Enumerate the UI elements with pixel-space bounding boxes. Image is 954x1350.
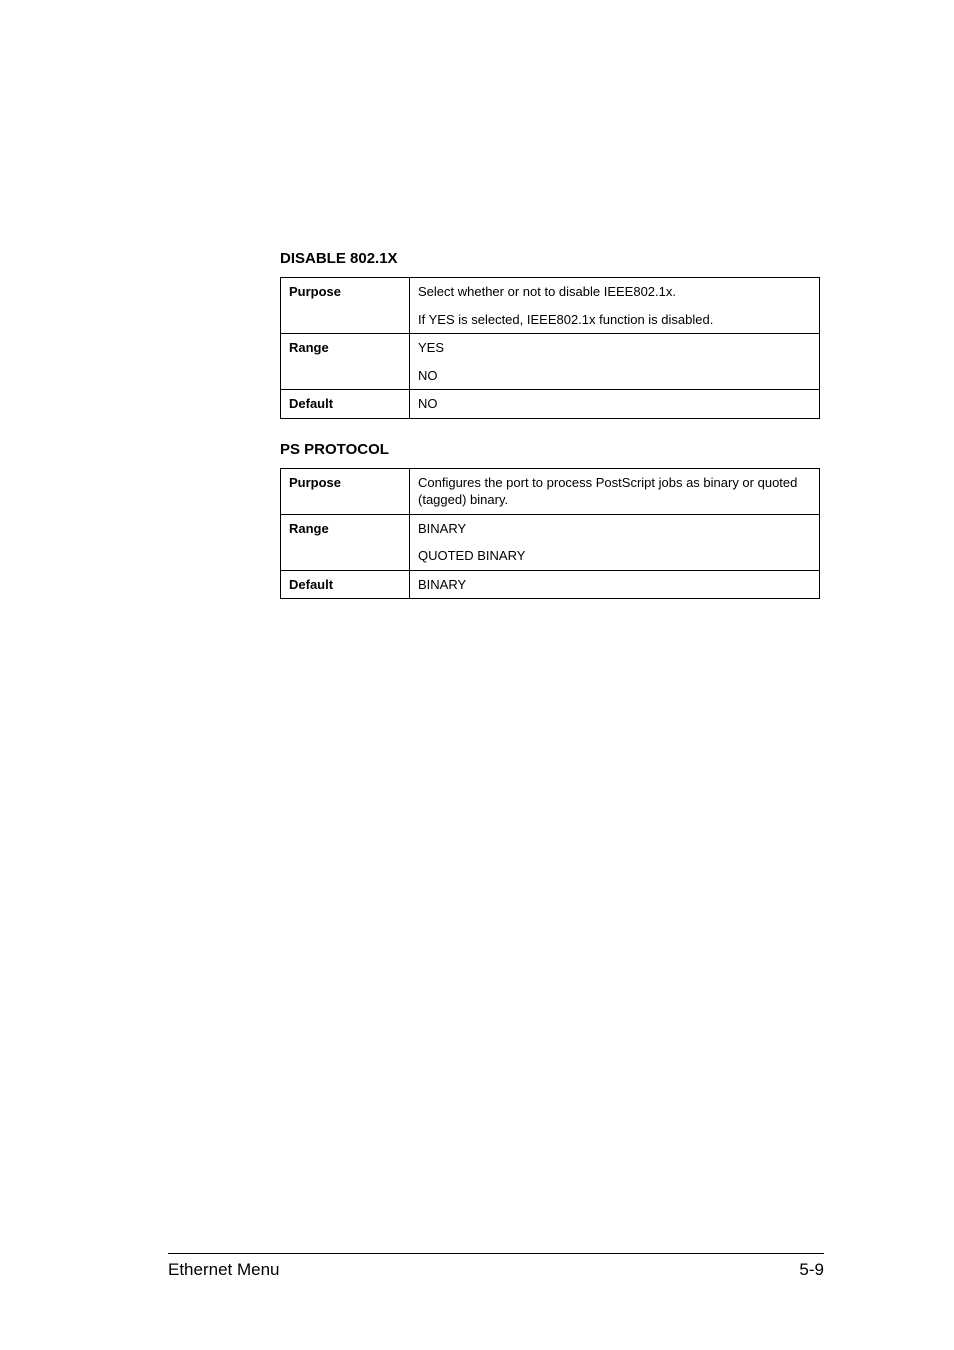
footer-rule — [168, 1253, 824, 1254]
row-label: Default — [281, 570, 410, 599]
cell-text: YES — [418, 339, 811, 357]
footer-row: Ethernet Menu 5-9 — [168, 1260, 824, 1280]
table-disable-8021x: Purpose Select whether or not to disable… — [280, 277, 820, 419]
cell-text: BINARY — [418, 576, 811, 594]
row-value: NO — [410, 390, 820, 419]
section-heading-disable-8021x: DISABLE 802.1X — [280, 250, 824, 267]
cell-text: NO — [418, 395, 811, 413]
row-value: BINARY — [410, 570, 820, 599]
footer-right: 5-9 — [799, 1260, 824, 1280]
row-label: Default — [281, 390, 410, 419]
cell-text: BINARY — [418, 520, 811, 538]
cell-text: If YES is selected, IEEE802.1x function … — [418, 311, 811, 329]
row-value: Select whether or not to disable IEEE802… — [410, 278, 820, 334]
table-row: Range YES NO — [281, 334, 820, 390]
row-value: BINARY QUOTED BINARY — [410, 514, 820, 570]
table-row: Purpose Configures the port to process P… — [281, 468, 820, 514]
cell-text: Select whether or not to disable IEEE802… — [418, 283, 811, 301]
section-heading-ps-protocol: PS PROTOCOL — [280, 441, 824, 458]
cell-text: Configures the port to process PostScrip… — [418, 474, 811, 509]
row-value: YES NO — [410, 334, 820, 390]
table-ps-protocol: Purpose Configures the port to process P… — [280, 468, 820, 600]
row-label: Purpose — [281, 468, 410, 514]
table-row: Range BINARY QUOTED BINARY — [281, 514, 820, 570]
row-label: Range — [281, 334, 410, 390]
table-row: Default NO — [281, 390, 820, 419]
row-value: Configures the port to process PostScrip… — [410, 468, 820, 514]
page-footer: Ethernet Menu 5-9 — [168, 1253, 824, 1280]
table-row: Default BINARY — [281, 570, 820, 599]
row-label: Purpose — [281, 278, 410, 334]
page: DISABLE 802.1X Purpose Select whether or… — [0, 0, 954, 1350]
cell-text: QUOTED BINARY — [418, 547, 811, 565]
table-row: Purpose Select whether or not to disable… — [281, 278, 820, 334]
footer-left: Ethernet Menu — [168, 1260, 280, 1280]
cell-text: NO — [418, 367, 811, 385]
row-label: Range — [281, 514, 410, 570]
